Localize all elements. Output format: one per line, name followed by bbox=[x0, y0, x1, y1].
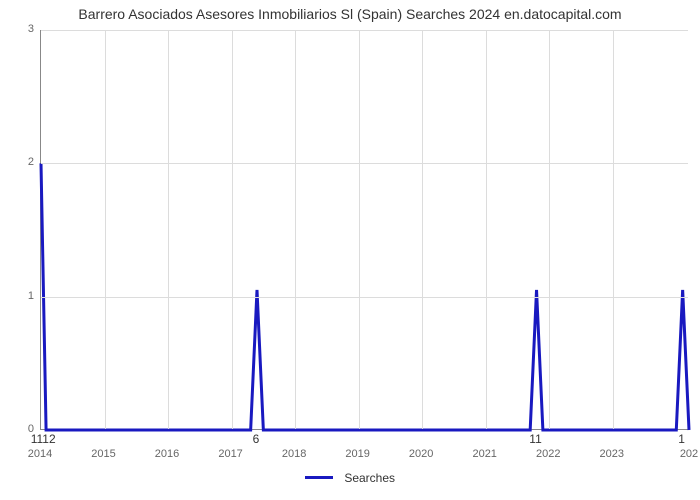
gridline-vertical bbox=[613, 30, 614, 429]
x-tick-label: 202 bbox=[674, 448, 700, 460]
value-label: 11 bbox=[529, 432, 541, 446]
gridline-vertical bbox=[422, 30, 423, 429]
x-tick-label: 2016 bbox=[142, 448, 192, 460]
gridline-vertical bbox=[295, 30, 296, 429]
legend: Searches bbox=[0, 470, 700, 485]
legend-swatch bbox=[305, 476, 333, 479]
x-tick-label: 2020 bbox=[396, 448, 446, 460]
x-tick-label: 2017 bbox=[206, 448, 256, 460]
gridline-horizontal bbox=[41, 30, 688, 31]
legend-label: Searches bbox=[344, 471, 395, 485]
x-tick-label: 2015 bbox=[79, 448, 129, 460]
gridline-vertical bbox=[549, 30, 550, 429]
chart-title: Barrero Asociados Asesores Inmobiliarios… bbox=[0, 6, 700, 22]
gridline-vertical bbox=[232, 30, 233, 429]
gridline-vertical bbox=[359, 30, 360, 429]
y-tick-label: 3 bbox=[10, 23, 34, 35]
x-tick-label: 2018 bbox=[269, 448, 319, 460]
x-tick-label: 2021 bbox=[460, 448, 510, 460]
x-tick-label: 2022 bbox=[523, 448, 573, 460]
x-tick-label: 2014 bbox=[15, 448, 65, 460]
chart-container: Barrero Asociados Asesores Inmobiliarios… bbox=[0, 0, 700, 500]
gridline-horizontal bbox=[41, 163, 688, 164]
plot-area bbox=[40, 30, 688, 430]
gridline-vertical bbox=[486, 30, 487, 429]
x-tick-label: 2023 bbox=[587, 448, 637, 460]
gridline-horizontal bbox=[41, 297, 688, 298]
y-tick-label: 2 bbox=[10, 156, 34, 168]
x-tick-label: 2019 bbox=[333, 448, 383, 460]
legend-item-searches: Searches bbox=[305, 470, 395, 485]
line-series-svg bbox=[41, 30, 689, 430]
value-label: 6 bbox=[253, 432, 260, 446]
value-label: 1 bbox=[678, 432, 685, 446]
gridline-vertical bbox=[105, 30, 106, 429]
gridline-vertical bbox=[168, 30, 169, 429]
y-tick-label: 1 bbox=[10, 290, 34, 302]
value-label: 1112 bbox=[31, 432, 56, 446]
